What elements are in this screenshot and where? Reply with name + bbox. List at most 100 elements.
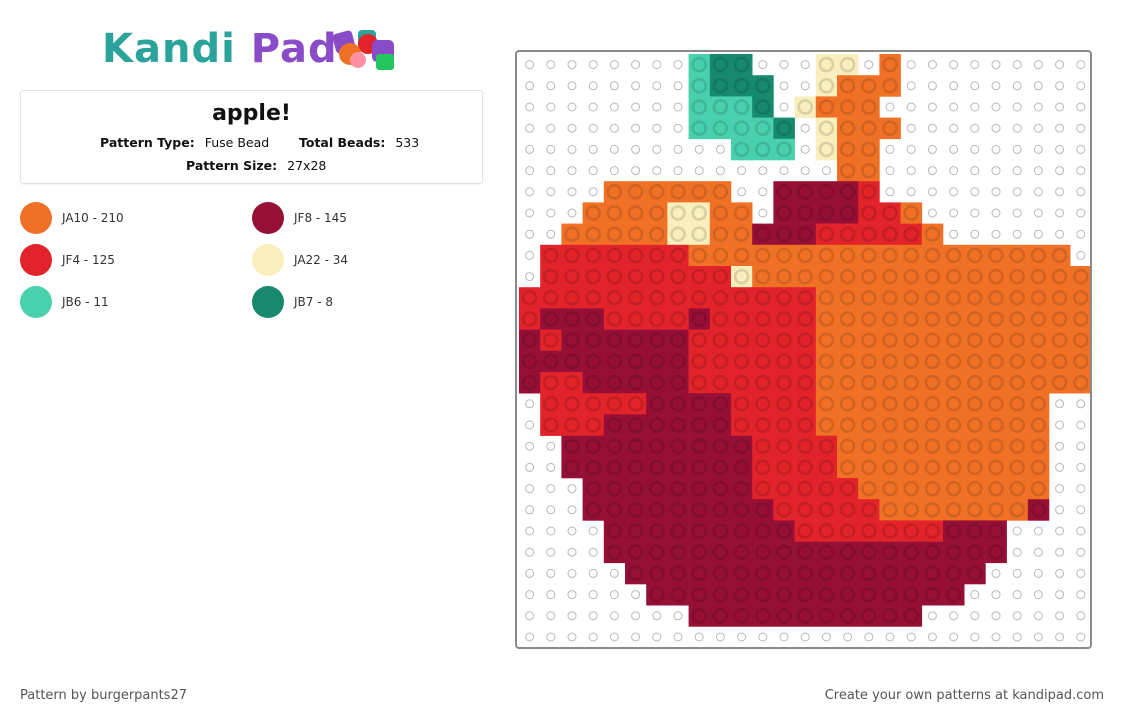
bead-ring: [776, 586, 792, 603]
bead-ring: [861, 332, 877, 348]
bead: [858, 160, 880, 182]
empty-peg: [1012, 123, 1022, 133]
bead: [921, 329, 944, 352]
bead-ring: [882, 332, 898, 348]
bead: [625, 181, 647, 203]
create-patterns-link[interactable]: Create your own patterns at kandipad.com: [824, 688, 1104, 703]
bead: [985, 393, 1007, 415]
bead-ring: [967, 523, 983, 539]
empty-peg: [864, 632, 874, 642]
bead-ring: [627, 268, 644, 285]
bead: [858, 350, 880, 373]
bead-ring: [988, 374, 1004, 391]
empty-peg: [567, 611, 577, 621]
bead: [943, 244, 965, 267]
bead: [752, 520, 774, 542]
bead: [773, 372, 795, 394]
empty-peg: [546, 166, 556, 176]
bead: [858, 478, 880, 500]
bead: [794, 541, 817, 564]
bead-ring: [861, 438, 877, 454]
bead-ring: [755, 99, 771, 115]
bead-ring: [649, 332, 665, 348]
bead-ring: [606, 480, 623, 497]
empty-peg: [991, 208, 1001, 218]
bead: [752, 372, 774, 394]
bead-ring: [861, 353, 877, 370]
bead-ring: [903, 396, 919, 412]
bead-ring: [606, 205, 623, 221]
empty-peg: [885, 102, 895, 112]
empty-peg: [525, 441, 535, 451]
bead: [815, 54, 838, 76]
bead-ring: [861, 99, 877, 115]
bead-ring: [882, 268, 898, 285]
empty-peg: [758, 208, 768, 218]
bead: [837, 499, 859, 521]
bead-ring: [733, 353, 750, 370]
bead: [582, 435, 605, 458]
bead-ring: [627, 459, 644, 476]
bead-ring: [839, 184, 856, 200]
bead: [921, 520, 944, 542]
bead: [688, 202, 711, 224]
bead: [879, 117, 901, 140]
empty-peg: [949, 123, 959, 133]
bead: [900, 202, 923, 224]
bead-ring: [903, 608, 919, 624]
bead: [900, 584, 923, 606]
bead: [985, 435, 1007, 458]
bead: [688, 499, 711, 521]
legend-item: JA10 - 210: [20, 201, 124, 235]
bead: [1027, 287, 1050, 309]
bead-ring: [797, 480, 813, 497]
empty-peg: [949, 208, 959, 218]
bead: [1027, 393, 1050, 415]
bead-ring: [712, 247, 729, 264]
bead-ring: [776, 523, 792, 539]
bead: [858, 584, 880, 606]
empty-peg: [970, 632, 980, 642]
bead: [519, 329, 541, 352]
bead-ring: [839, 523, 856, 539]
bead: [794, 584, 817, 606]
bead-pattern-board[interactable]: [515, 50, 1092, 649]
empty-peg: [546, 144, 556, 154]
bead-ring: [627, 417, 644, 433]
empty-peg: [1076, 420, 1086, 430]
bead: [582, 266, 605, 288]
empty-peg: [673, 166, 683, 176]
empty-peg: [715, 632, 725, 642]
bead: [709, 75, 732, 97]
bead: [1006, 372, 1029, 394]
empty-peg: [1076, 229, 1086, 239]
empty-peg: [546, 611, 556, 621]
bead: [688, 605, 711, 627]
bead: [752, 75, 774, 97]
bead-ring: [585, 268, 601, 285]
bead: [985, 541, 1007, 564]
bead: [964, 414, 986, 436]
bead: [731, 499, 753, 521]
bead: [837, 393, 859, 415]
bead: [900, 372, 923, 394]
empty-peg: [546, 208, 556, 218]
bead: [858, 117, 880, 140]
bead: [837, 244, 859, 267]
bead: [773, 456, 795, 479]
bead-ring: [797, 523, 813, 539]
bead: [879, 329, 901, 352]
bead: [667, 562, 689, 585]
bead: [709, 562, 732, 585]
bead: [815, 202, 838, 224]
bead: [709, 541, 732, 564]
bead-ring: [543, 247, 559, 264]
bead: [667, 287, 689, 309]
empty-peg: [673, 632, 683, 642]
bead: [709, 287, 732, 309]
bead: [985, 372, 1007, 394]
bead-ring: [649, 374, 665, 391]
empty-peg: [970, 590, 980, 600]
bead-ring: [776, 247, 792, 264]
kandipad-logo[interactable]: Kandi Pad: [98, 22, 408, 78]
